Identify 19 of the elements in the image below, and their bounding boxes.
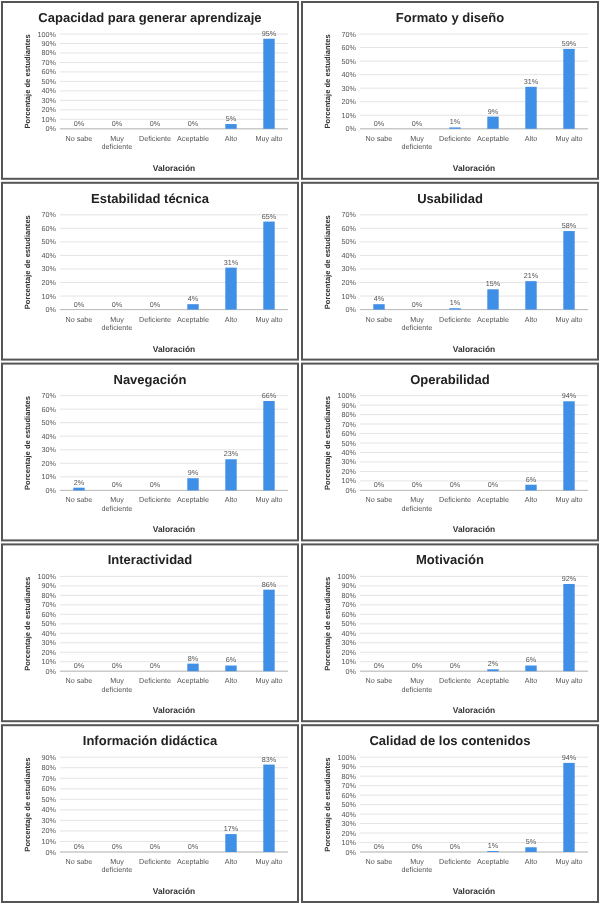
bar	[563, 231, 575, 310]
bar	[225, 459, 237, 491]
bar	[225, 267, 237, 310]
bar	[525, 665, 537, 672]
bar	[373, 304, 385, 310]
bar	[525, 86, 537, 129]
bar	[225, 665, 237, 672]
bar	[187, 304, 199, 310]
bar	[263, 401, 275, 491]
bar	[563, 48, 575, 129]
bar	[525, 281, 537, 310]
bar	[187, 663, 199, 672]
bar	[563, 762, 575, 852]
bar	[563, 583, 575, 672]
bar	[487, 116, 499, 129]
bar	[263, 589, 275, 672]
bar	[187, 478, 199, 491]
bar	[487, 289, 499, 310]
bar	[263, 221, 275, 310]
